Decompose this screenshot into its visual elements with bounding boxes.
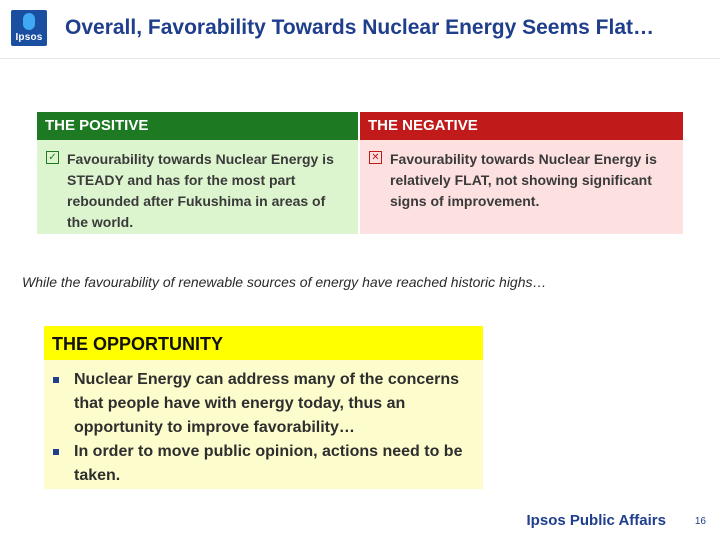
opportunity-item-text: Nuclear Energy can address many of the c… xyxy=(74,371,460,436)
list-item: In order to move public opinion, actions… xyxy=(53,440,475,488)
slide-title: Overall, Favorability Towards Nuclear En… xyxy=(65,16,654,39)
negative-text: Favourability towards Nuclear Energy is … xyxy=(390,151,657,209)
negative-panel: THE NEGATIVE ✕ Favourability towards Nuc… xyxy=(360,112,683,234)
square-bullet-icon xyxy=(53,449,59,455)
checkbox-checked-icon: ✓ xyxy=(46,151,59,164)
footer-brand: Ipsos Public Affairs xyxy=(526,512,666,529)
negative-body: ✕ Favourability towards Nuclear Energy i… xyxy=(360,140,683,212)
renewables-subline: While the favourability of renewable sou… xyxy=(22,274,547,290)
negative-heading: THE NEGATIVE xyxy=(360,112,683,140)
title-divider xyxy=(0,58,720,59)
logo-text: Ipsos xyxy=(15,32,43,43)
positive-heading: THE POSITIVE xyxy=(37,112,358,140)
ipsos-logo-icon xyxy=(23,13,35,30)
list-item: Nuclear Energy can address many of the c… xyxy=(53,368,475,440)
opportunity-panel: THE OPPORTUNITY Nuclear Energy can addre… xyxy=(44,326,483,489)
checkbox-x-icon: ✕ xyxy=(369,151,382,164)
positive-body: ✓ Favourability towards Nuclear Energy i… xyxy=(37,140,358,233)
page-number: 16 xyxy=(694,516,706,527)
opportunity-heading: THE OPPORTUNITY xyxy=(44,326,483,360)
positive-panel: THE POSITIVE ✓ Favourability towards Nuc… xyxy=(37,112,358,234)
opportunity-list: Nuclear Energy can address many of the c… xyxy=(44,360,483,488)
opportunity-item-text: In order to move public opinion, actions… xyxy=(74,443,463,484)
positive-text: Favourability towards Nuclear Energy is … xyxy=(67,151,334,230)
ipsos-logo: Ipsos xyxy=(11,10,47,46)
square-bullet-icon xyxy=(53,377,59,383)
